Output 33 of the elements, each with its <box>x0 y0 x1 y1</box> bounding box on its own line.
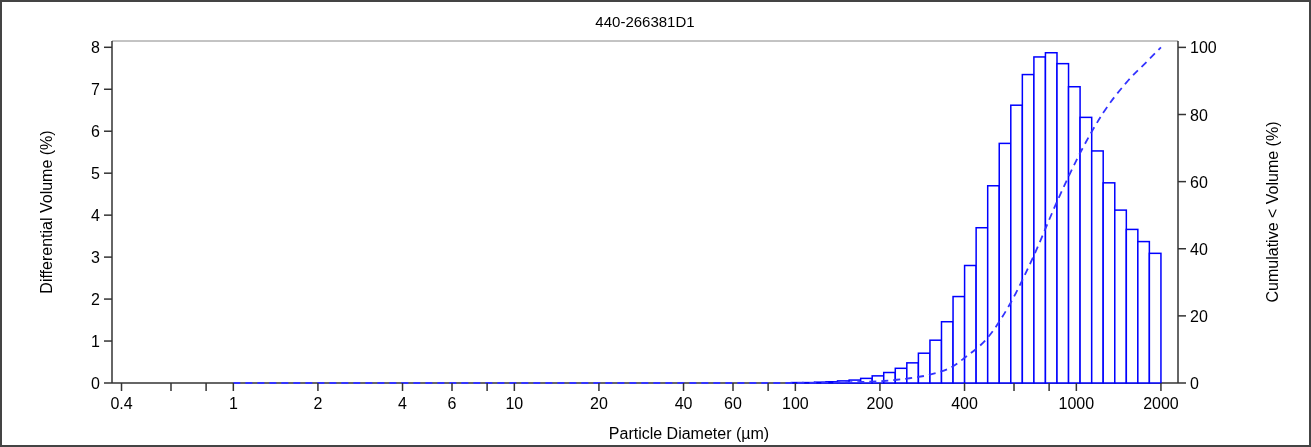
x-tick-label: 40 <box>674 395 693 412</box>
x-tick-label: 0.4 <box>110 395 133 412</box>
x-axis-title: Particle Diameter (µm) <box>608 425 770 442</box>
y2-tick-label: 20 <box>1190 307 1208 325</box>
y-tick-label: 8 <box>91 39 101 57</box>
chart-title: 440-266381D1 <box>595 13 695 30</box>
y2-tick-label: 40 <box>1190 240 1208 258</box>
x-tick-label: 2000 <box>1143 395 1179 412</box>
x-tick-label: 20 <box>590 395 608 412</box>
y-tick-label: 7 <box>91 81 101 99</box>
x-tick-label: 6 <box>447 395 457 412</box>
y-tick-label: 3 <box>91 249 101 267</box>
x-tick-label: 1 <box>228 395 238 412</box>
y2-tick-label: 0 <box>1190 375 1199 392</box>
y2-axis-title: Cumulative < Volume (%) <box>1264 121 1281 303</box>
x-tick-label: 400 <box>951 395 978 412</box>
y-tick-label: 4 <box>91 207 101 225</box>
x-tick-label: 200 <box>866 395 894 412</box>
x-tick-label: 100 <box>782 395 809 412</box>
y-tick-label: 5 <box>91 165 101 183</box>
y-axis-title: Differential Volume (%) <box>38 130 55 294</box>
x-tick-label: 1000 <box>1058 395 1095 412</box>
x-tick-label: 10 <box>505 395 524 412</box>
y-tick-label: 2 <box>91 291 101 309</box>
y2-tick-label: 60 <box>1190 173 1208 191</box>
x-tick-label: 60 <box>724 395 743 412</box>
x-tick-label: 2 <box>313 395 323 412</box>
y2-tick-label: 100 <box>1190 39 1217 57</box>
y-tick-label: 6 <box>91 123 101 141</box>
y2-tick-label: 80 <box>1190 106 1208 124</box>
y-tick-label: 1 <box>91 333 101 351</box>
y-tick-label: 0 <box>91 375 101 392</box>
x-tick-label: 4 <box>398 395 408 412</box>
